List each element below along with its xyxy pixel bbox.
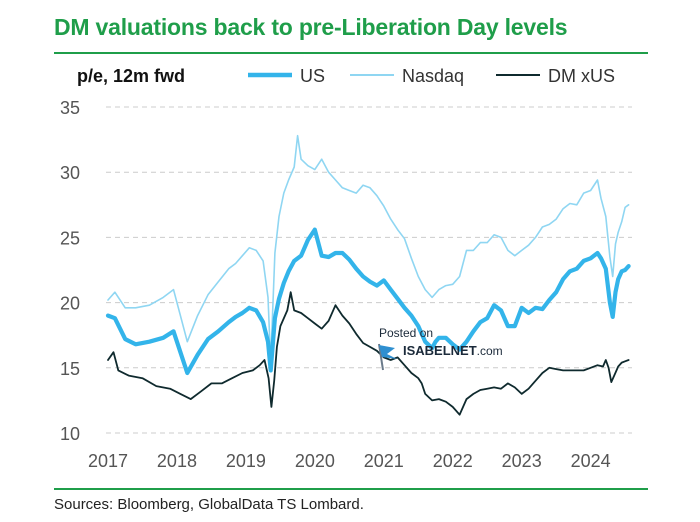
watermark-posted-on: Posted on [379,326,434,340]
legend-label-us: US [300,66,325,86]
source-note: Sources: Bloomberg, GlobalData TS Lombar… [54,488,648,513]
y-tick-label-30: 30 [60,163,80,183]
x-tick-label-2021: 2021 [364,451,404,471]
x-tick-label-2024: 2024 [571,451,611,471]
y-tick-label-15: 15 [60,359,80,379]
series-line-us [105,227,631,376]
y-axis-label: p/e, 12m fwd [77,66,185,86]
y-tick-label-20: 20 [60,294,80,314]
x-tick-label-2019: 2019 [226,451,266,471]
series-line-nasdaq [107,134,630,364]
title-divider [54,52,648,54]
y-tick-label-10: 10 [60,424,80,444]
watermark-suffix: .com [476,344,503,358]
x-tick-label-2017: 2017 [88,451,128,471]
x-tick-label-2018: 2018 [157,451,197,471]
x-tick-label-2023: 2023 [502,451,542,471]
series-line-dm-xus [107,291,630,416]
y-tick-label-35: 35 [60,98,80,118]
watermark-flag-icon [378,343,397,371]
x-tick-label-2022: 2022 [433,451,473,471]
chart-title: DM valuations back to pre-Liberation Day… [54,14,568,40]
x-tick-label-2020: 2020 [295,451,335,471]
legend-label-dm-xus: DM xUS [548,66,615,86]
y-tick-label-25: 25 [60,228,80,248]
watermark-site: ISABELNET.com [403,343,503,358]
watermark-brand: ISABELNET [403,343,477,358]
legend-label-nasdaq: Nasdaq [402,66,464,86]
